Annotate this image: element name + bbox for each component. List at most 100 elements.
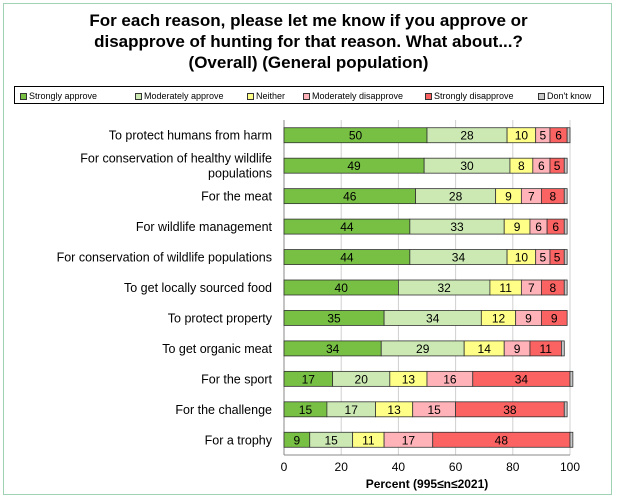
legend-swatch-dont-know: [538, 92, 545, 100]
data-label-moderately-approve: 34: [426, 311, 440, 325]
data-label-moderately-disapprove: 17: [402, 433, 416, 447]
data-label-neither: 12: [492, 311, 506, 325]
bar-don-t-know: [563, 401, 568, 418]
category-label: To get locally sourced food: [124, 281, 272, 295]
data-label-strongly-approve: 34: [326, 342, 340, 356]
legend-item-strongly-disapprove: Strongly disapprove: [425, 90, 514, 102]
data-label-moderately-approve: 29: [416, 342, 430, 356]
chart-title-line-3: (Overall) (General population): [188, 53, 429, 72]
data-label-moderately-disapprove: 7: [528, 190, 535, 204]
bar-don-t-know: [569, 431, 574, 448]
legend-item-dont-know: Don't know: [538, 90, 591, 102]
data-label-moderately-approve: 33: [450, 220, 464, 234]
chart-title-line-2: disapprove of hunting for that reason. W…: [94, 32, 523, 51]
category-label: To get organic meat: [162, 342, 272, 356]
category-label: To protect property: [168, 311, 273, 325]
data-label-strongly-approve: 49: [347, 159, 361, 173]
bar-don-t-know: [569, 370, 574, 387]
data-label-moderately-approve: 28: [449, 190, 463, 204]
data-label-neither: 14: [478, 342, 492, 356]
data-label-moderately-approve: 20: [355, 372, 369, 386]
legend-label-moderately-approve: Moderately approve: [144, 91, 224, 101]
data-label-moderately-approve: 30: [460, 159, 474, 173]
bar-don-t-know: [566, 127, 571, 144]
bar-don-t-know: [561, 340, 565, 357]
data-label-strongly-disapprove: 8: [549, 281, 556, 295]
data-label-moderately-disapprove: 5: [539, 251, 546, 265]
data-label-strongly-approve: 35: [327, 311, 341, 325]
data-label-strongly-disapprove: 11: [539, 342, 552, 356]
legend-swatch-strongly-disapprove: [425, 92, 432, 100]
bar-don-t-know: [563, 157, 568, 174]
data-label-moderately-approve: 28: [460, 129, 474, 143]
category-label: For wildlife management: [136, 220, 273, 234]
legend-label-neither: Neither: [256, 91, 286, 101]
data-label-strongly-approve: 40: [335, 281, 349, 295]
category-label: For the sport: [201, 372, 272, 386]
data-label-neither: 9: [514, 220, 521, 234]
chart-title-line-1: For each reason, please let me know if y…: [89, 11, 528, 30]
data-label-strongly-disapprove: 48: [495, 433, 509, 447]
category-label: populations: [208, 167, 272, 181]
legend-label-moderately-disapprove: Moderately disapprove: [312, 91, 404, 101]
data-label-strongly-disapprove: 34: [515, 372, 529, 386]
data-label-strongly-approve: 46: [343, 190, 357, 204]
data-label-strongly-approve: 15: [299, 403, 313, 417]
x-axis-label: Percent (995≤n≤2021): [366, 477, 489, 491]
legend-item-strongly-approve: Strongly approve: [20, 90, 97, 102]
category-label: To protect humans from harm: [109, 129, 272, 143]
bar-don-t-know: [563, 249, 568, 265]
x-tick-label: 20: [335, 460, 349, 474]
x-tick-label: 80: [506, 460, 520, 474]
legend-item-neither: Neither: [247, 90, 285, 102]
category-label: For a trophy: [205, 433, 273, 447]
data-label-strongly-disapprove: 6: [555, 129, 562, 143]
data-label-strongly-approve: 44: [340, 251, 354, 265]
chart-legend: Strongly approve Moderately approve Neit…: [14, 86, 604, 104]
data-label-strongly-approve: 17: [302, 372, 316, 386]
category-label: For the meat: [201, 190, 272, 204]
data-label-strongly-disapprove: 5: [554, 251, 561, 265]
legend-swatch-strongly-approve: [20, 92, 27, 100]
data-label-neither: 9: [505, 190, 512, 204]
data-label-neither: 11: [499, 281, 512, 295]
data-label-moderately-disapprove: 7: [528, 281, 535, 295]
legend-swatch-neither: [247, 92, 254, 100]
data-label-neither: 13: [402, 372, 416, 386]
bar-strongly-disapprove: [541, 310, 568, 326]
data-label-neither: 11: [362, 433, 375, 447]
legend-item-moderately-disapprove: Moderately disapprove: [303, 90, 403, 102]
data-label-moderately-disapprove: 16: [443, 372, 457, 386]
data-label-moderately-approve: 17: [345, 403, 359, 417]
legend-swatch-moderately-disapprove: [303, 92, 310, 100]
legend-label-dont-know: Don't know: [547, 91, 592, 101]
x-tick-label: 100: [560, 460, 580, 474]
bar-don-t-know: [563, 218, 568, 235]
data-label-neither: 10: [515, 129, 529, 143]
data-label-strongly-disapprove: 8: [549, 190, 556, 204]
legend-swatch-moderately-approve: [135, 92, 142, 100]
data-label-strongly-disapprove: 6: [552, 220, 559, 234]
legend-label-strongly-approve: Strongly approve: [29, 91, 98, 101]
data-label-moderately-disapprove: 9: [514, 342, 521, 356]
x-tick-label: 40: [392, 460, 406, 474]
data-label-moderately-disapprove: 15: [427, 403, 441, 417]
data-label-strongly-approve: 50: [349, 129, 363, 143]
data-label-neither: 13: [387, 403, 401, 417]
data-label-moderately-disapprove: 5: [539, 129, 546, 143]
data-label-strongly-disapprove: 5: [554, 159, 561, 173]
data-label-strongly-approve: 44: [340, 220, 354, 234]
data-label-moderately-disapprove: 6: [538, 159, 545, 173]
category-label: For conservation of healthy wildlife: [80, 152, 272, 166]
data-label-strongly-disapprove: 38: [503, 403, 517, 417]
category-label: For conservation of wildlife populations: [57, 251, 272, 265]
bar-don-t-know: [563, 188, 568, 205]
data-label-neither: 8: [518, 159, 525, 173]
legend-item-moderately-approve: Moderately approve: [135, 90, 224, 102]
data-label-moderately-approve: 15: [325, 433, 339, 447]
bar-don-t-know: [563, 279, 568, 296]
x-tick-label: 60: [449, 460, 463, 474]
category-label: For the challenge: [175, 403, 272, 417]
x-tick-label: 0: [281, 460, 288, 474]
